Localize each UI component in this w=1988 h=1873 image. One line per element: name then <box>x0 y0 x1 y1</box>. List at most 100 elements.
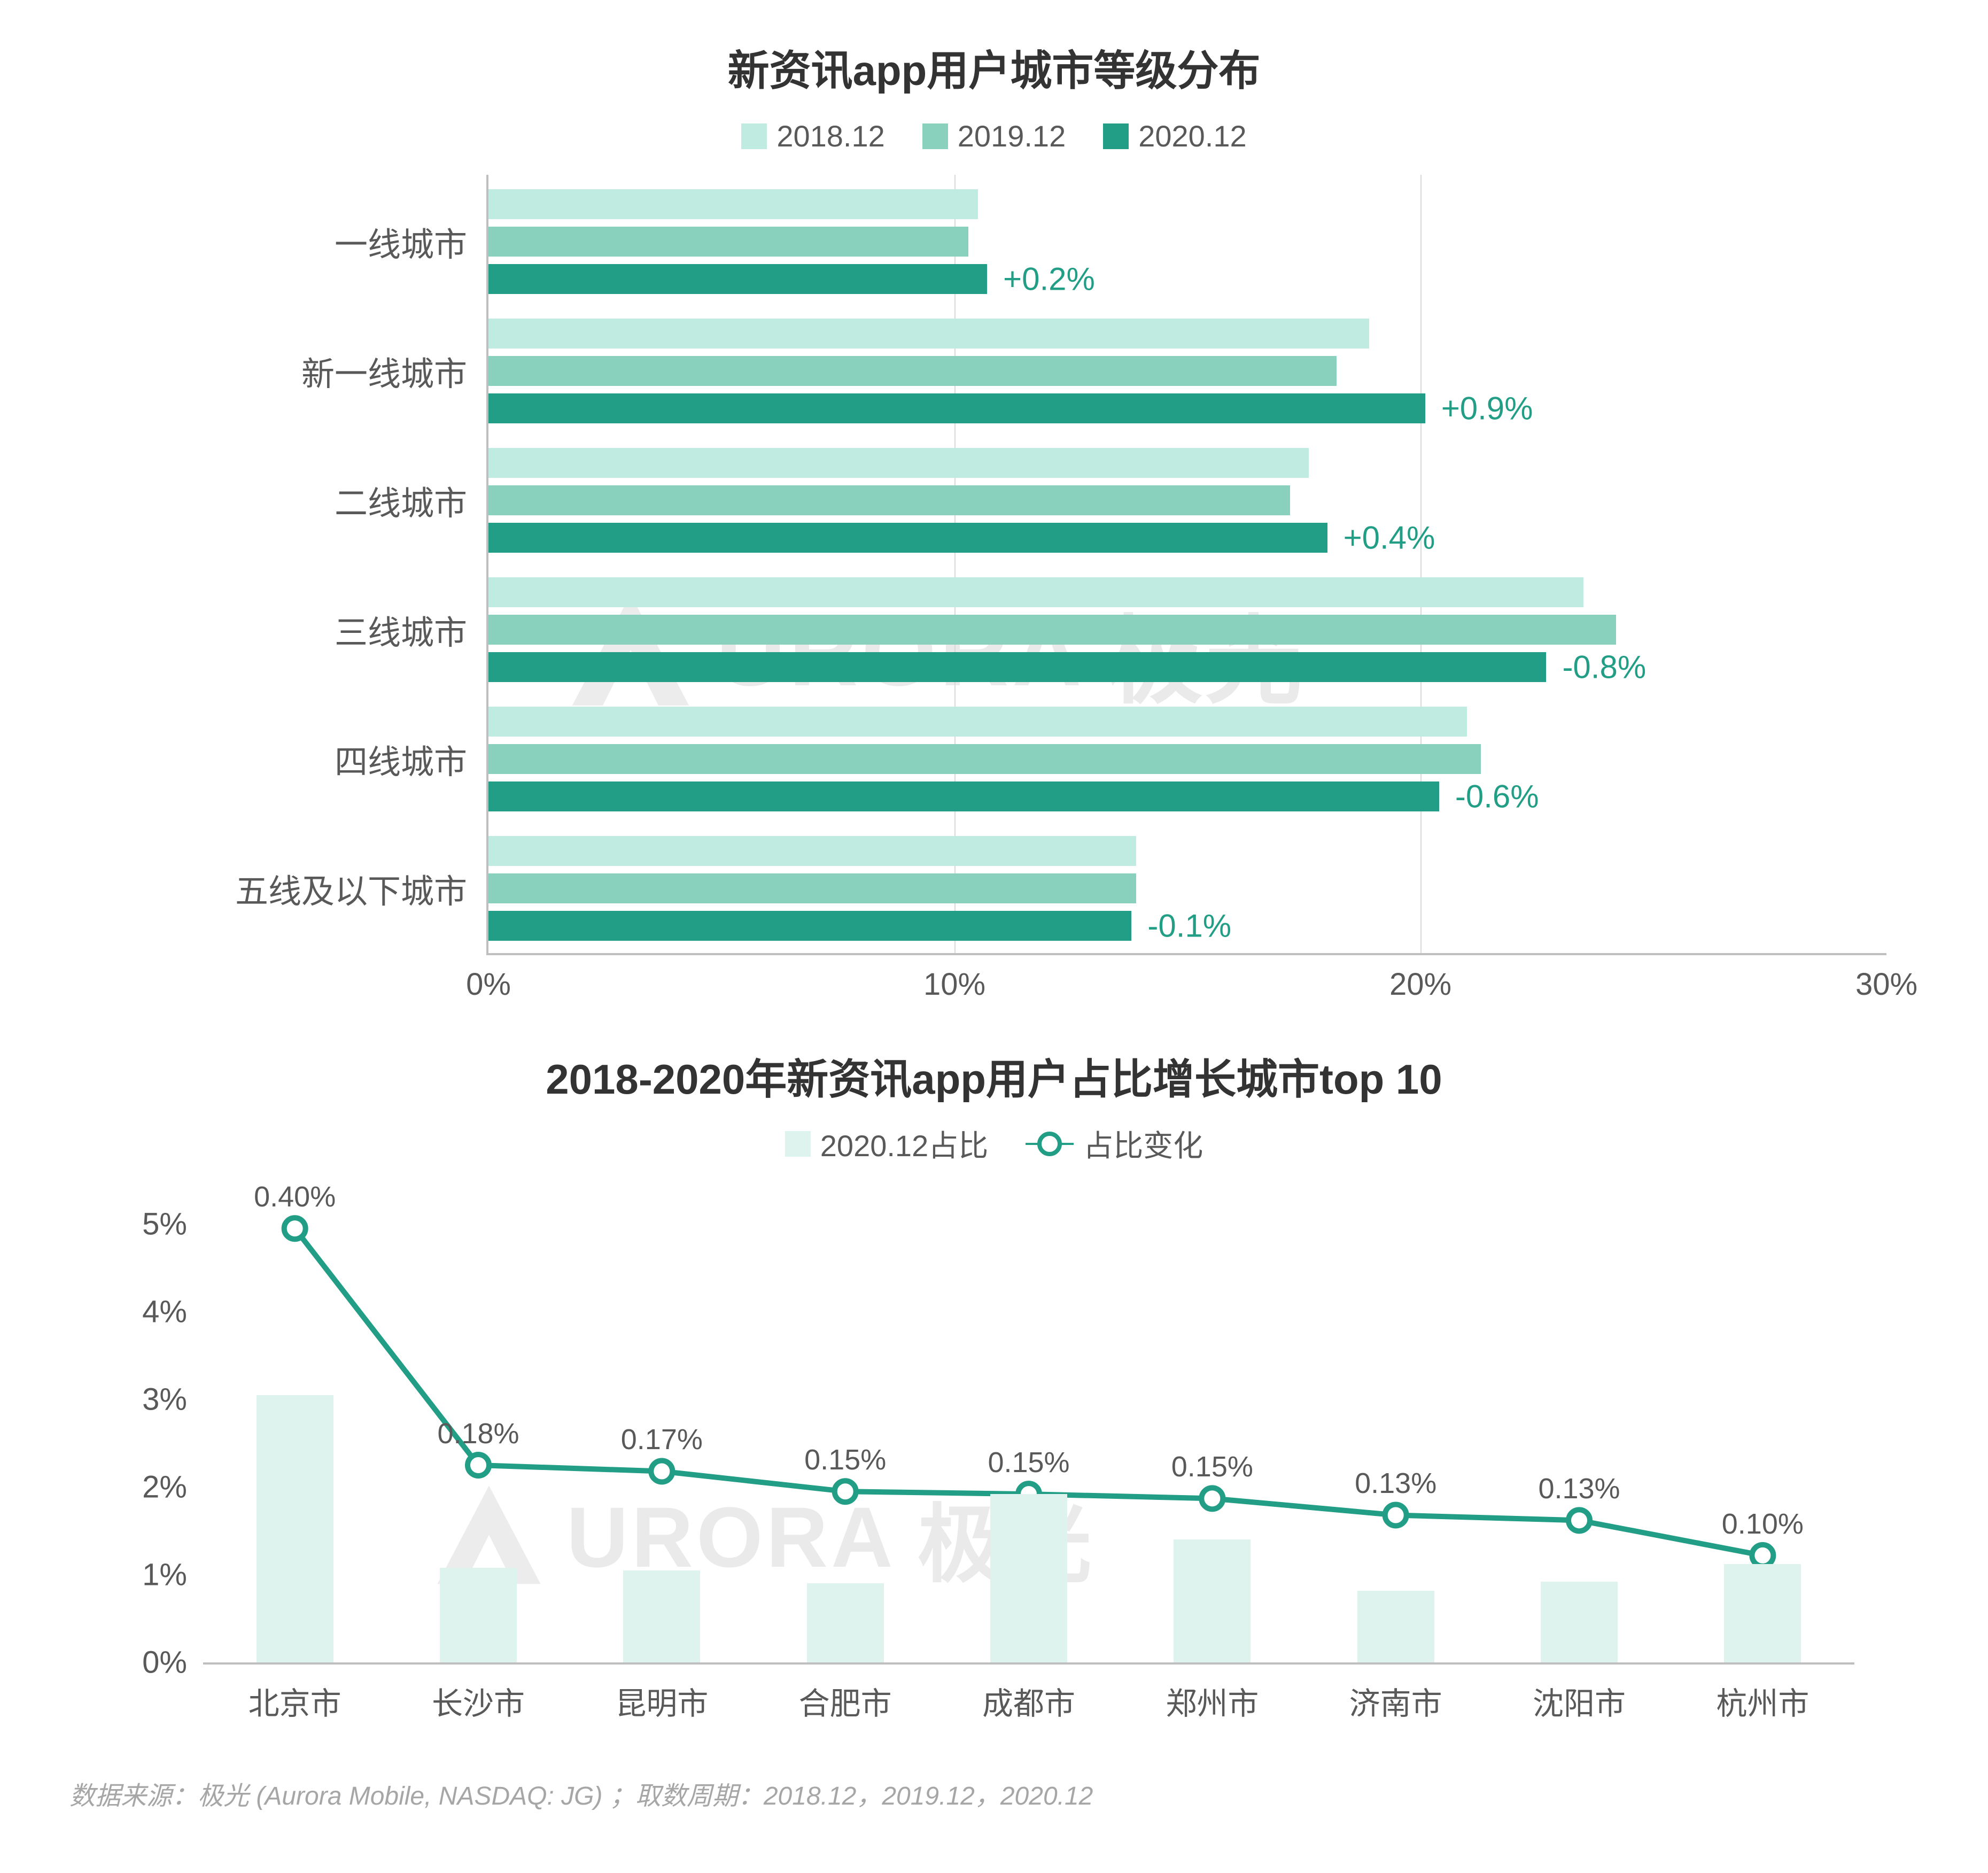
chart1-bar <box>488 911 1131 941</box>
chart1-category-label: 五线及以下城市 <box>235 864 467 912</box>
chart2-category-label: 合肥市 <box>799 1678 892 1723</box>
legend-label: 2019.12 <box>958 119 1066 153</box>
chart1-bar <box>488 873 1136 903</box>
chart2-bar <box>440 1568 517 1662</box>
chart1-bar <box>488 744 1481 774</box>
chart2-line-marker <box>1568 1510 1590 1531</box>
chart1-x-tick-label: 0% <box>466 966 511 1002</box>
chart2-line-value-label: 0.15% <box>804 1443 886 1476</box>
chart2-bar <box>1541 1582 1618 1662</box>
legend-swatch <box>1103 123 1129 149</box>
chart2-bar <box>990 1494 1067 1662</box>
chart2-line-value-label: 0.15% <box>988 1446 1069 1479</box>
chart1-x-tick-label: 20% <box>1389 966 1451 1002</box>
chart2-y-tick-label: 0% <box>142 1645 187 1681</box>
chart1-legend-item: 2018.12 <box>741 119 884 153</box>
chart2-category-label: 沈阳市 <box>1533 1678 1626 1723</box>
chart2-legend-item-bar: 2020.12占比 <box>785 1122 988 1165</box>
chart1-category-label: 一线城市 <box>335 218 467 266</box>
chart1-bar <box>488 836 1136 866</box>
chart2-line-value-label: 0.40% <box>254 1180 336 1213</box>
data-source-footnote: 数据来源：极光 (Aurora Mobile, NASDAQ: JG) ；取数周… <box>69 1775 1919 1812</box>
chart1-category-group: 五线及以下城市-0.1% <box>488 836 1886 941</box>
chart2-category-label: 长沙市 <box>432 1678 525 1723</box>
chart2-category-label: 郑州市 <box>1166 1678 1259 1723</box>
chart1-delta-label: +0.9% <box>1441 390 1533 427</box>
chart1-bar <box>488 356 1337 386</box>
chart2-bar <box>623 1570 700 1662</box>
chart2-line-marker <box>651 1460 672 1482</box>
legend-label: 占比变化 <box>1083 1122 1203 1165</box>
chart1-category-group: 新一线城市+0.9% <box>488 319 1886 423</box>
chart2-line-marker <box>284 1218 306 1239</box>
chart1-bar <box>488 485 1290 515</box>
chart2-bar <box>1357 1591 1434 1662</box>
legend-swatch <box>922 123 948 149</box>
chart1-category-group: 三线城市-0.8% <box>488 577 1886 682</box>
chart1-bar <box>488 781 1439 811</box>
chart2-x-axis-line <box>203 1662 1854 1665</box>
chart2-line-marker <box>835 1481 856 1502</box>
chart1-category-label: 二线城市 <box>335 476 467 524</box>
chart2-category-label: 杭州市 <box>1716 1678 1809 1723</box>
chart1-legend: 2018.12 2019.12 2020.12 <box>69 119 1919 153</box>
chart2-y-tick-label: 1% <box>142 1557 187 1593</box>
legend-swatch <box>741 123 767 149</box>
chart1-bar <box>488 652 1546 682</box>
chart1-bar <box>488 393 1425 423</box>
chart1-delta-label: +0.2% <box>1003 261 1095 298</box>
chart2-line-value-label: 0.13% <box>1355 1467 1436 1500</box>
chart2-line-value-label: 0.18% <box>437 1417 519 1450</box>
chart1-bar <box>488 523 1327 553</box>
chart1-category-label: 四线城市 <box>335 735 467 783</box>
chart1-bar <box>488 264 987 294</box>
chart1-bar <box>488 707 1467 737</box>
chart2-legend-item-line: 占比变化 <box>1026 1122 1203 1165</box>
chart1-bar <box>488 227 968 257</box>
chart1-category-group: 四线城市-0.6% <box>488 707 1886 811</box>
chart2-category-label: 昆明市 <box>615 1678 708 1723</box>
chart2-plot: 0%1%2%3%4%5%北京市0.40%长沙市0.18%昆明市0.17%合肥市0… <box>203 1224 1854 1662</box>
chart2-bar <box>1724 1564 1801 1662</box>
chart1-delta-label: -0.8% <box>1562 649 1646 686</box>
chart1-delta-label: -0.6% <box>1455 778 1539 815</box>
chart2-bar <box>1174 1539 1251 1662</box>
chart1-bar <box>488 615 1616 645</box>
chart2-y-tick-label: 5% <box>142 1206 187 1242</box>
chart2-line-marker <box>1385 1504 1407 1526</box>
chart1-area: 0%10%20%30%一线城市+0.2%新一线城市+0.9%二线城市+0.4%三… <box>69 175 1919 1019</box>
chart1-x-tick-label: 30% <box>1855 966 1917 1002</box>
legend-label: 2020.12占比 <box>820 1122 988 1165</box>
chart1-category-group: 二线城市+0.4% <box>488 448 1886 553</box>
chart2-line-value-label: 0.10% <box>1722 1507 1804 1541</box>
chart2-line-value-label: 0.17% <box>621 1423 703 1456</box>
legend-label: 2020.12 <box>1138 119 1246 153</box>
chart1-bar <box>488 319 1369 349</box>
chart1-delta-label: +0.4% <box>1344 520 1435 556</box>
chart1-category-label: 三线城市 <box>335 606 467 654</box>
chart2-line-marker <box>1752 1545 1773 1566</box>
chart1-delta-label: -0.1% <box>1147 908 1231 945</box>
chart2-bar <box>807 1583 884 1662</box>
chart2-line-value-label: 0.15% <box>1171 1450 1253 1483</box>
chart2-category-label: 济南市 <box>1349 1678 1442 1723</box>
chart2-category-label: 北京市 <box>248 1678 341 1723</box>
chart1-category-group: 一线城市+0.2% <box>488 189 1886 294</box>
chart1-category-label: 新一线城市 <box>301 347 467 395</box>
chart2-legend: 2020.12占比 占比变化 <box>69 1122 1919 1165</box>
chart2-y-tick-label: 4% <box>142 1294 187 1330</box>
chart1-bar <box>488 577 1583 607</box>
chart1-bar <box>488 448 1309 478</box>
chart1-legend-item: 2019.12 <box>922 119 1066 153</box>
chart1-title: 新资讯app用户城市等级分布 <box>69 37 1919 97</box>
chart2-area: 0%1%2%3%4%5%北京市0.40%长沙市0.18%昆明市0.17%合肥市0… <box>69 1187 1919 1753</box>
chart2-title: 2018-2020年新资讯app用户占比增长城市top 10 <box>69 1046 1919 1106</box>
chart1-legend-item: 2020.12 <box>1103 119 1246 153</box>
chart2-line-value-label: 0.13% <box>1538 1472 1620 1505</box>
legend-label: 2018.12 <box>776 119 884 153</box>
chart1-bar <box>488 189 978 219</box>
chart2-y-tick-label: 3% <box>142 1382 187 1418</box>
chart2-line-marker <box>1201 1488 1223 1509</box>
legend-swatch <box>785 1131 811 1157</box>
legend-line-swatch <box>1026 1143 1074 1145</box>
